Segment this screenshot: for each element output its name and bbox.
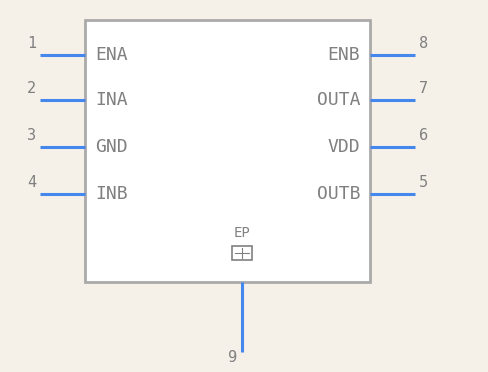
Text: 1: 1 <box>27 36 36 51</box>
Bar <box>232 246 252 260</box>
Text: ENB: ENB <box>327 46 360 64</box>
Text: 4: 4 <box>27 175 36 190</box>
Bar <box>85 20 370 282</box>
Text: 8: 8 <box>419 36 428 51</box>
Text: OUTA: OUTA <box>317 91 360 109</box>
Text: 6: 6 <box>419 128 428 143</box>
Text: 7: 7 <box>419 81 428 96</box>
Text: 2: 2 <box>27 81 36 96</box>
Text: OUTB: OUTB <box>317 185 360 203</box>
Text: GND: GND <box>95 138 128 156</box>
Text: 5: 5 <box>419 175 428 190</box>
Text: 3: 3 <box>27 128 36 143</box>
Text: INB: INB <box>95 185 128 203</box>
Text: ENA: ENA <box>95 46 128 64</box>
Text: 9: 9 <box>228 350 237 365</box>
Text: INA: INA <box>95 91 128 109</box>
Text: VDD: VDD <box>327 138 360 156</box>
Text: EP: EP <box>234 226 250 240</box>
